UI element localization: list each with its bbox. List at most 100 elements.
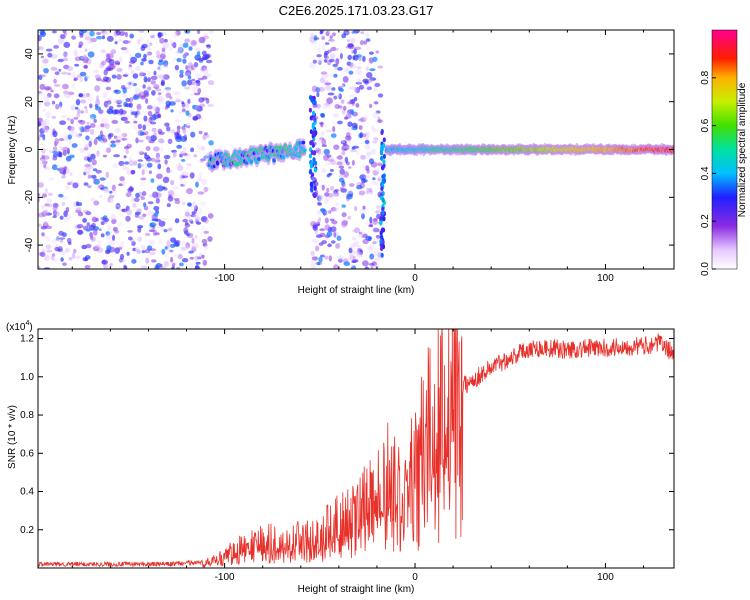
spectrogram-cell	[140, 181, 145, 186]
spectrogram-cell	[147, 210, 155, 216]
spectrogram-cell	[181, 108, 186, 113]
spectrogram-cell	[166, 126, 171, 132]
spectrogram-cell	[359, 231, 363, 235]
spectrogram-cell	[50, 53, 58, 60]
spectrogram-cell	[301, 140, 306, 145]
spectrogram-cell	[312, 224, 318, 231]
spectrogram-cell	[55, 211, 60, 217]
spectrogram-cell	[167, 138, 173, 144]
spectrogram-cell	[330, 226, 337, 233]
spectrogram-cell	[372, 137, 379, 142]
spectrogram-cell	[342, 184, 346, 190]
spectrogram-cell	[138, 139, 144, 143]
spectrogram-cell	[372, 111, 380, 119]
spectrogram-cell	[356, 66, 362, 70]
spectrogram-cell	[372, 227, 380, 233]
spectrogram-cell	[182, 146, 188, 151]
spectrogram-cell	[357, 233, 363, 238]
spectrogram-cell	[348, 253, 353, 261]
spectrogram-cell	[85, 243, 92, 249]
spectrogram-cell	[314, 245, 320, 252]
spectrogram-cell	[152, 113, 157, 121]
spectrogram-cell	[182, 54, 187, 59]
spectrogram-cell	[40, 55, 44, 59]
spectrogram-cell	[362, 55, 366, 63]
spectrogram-cell	[185, 38, 191, 42]
spectrogram-cell	[151, 129, 157, 133]
spectrogram-cell	[181, 171, 189, 176]
colorbar-tick-label: 0.0	[700, 262, 711, 276]
spectrogram-cell	[118, 183, 124, 186]
spectrogram-cell	[78, 133, 83, 137]
spectrogram-cell	[82, 92, 88, 99]
spectrogram-cell	[322, 79, 329, 84]
spectrogram-cell	[367, 247, 374, 253]
spectrogram-cell	[145, 98, 149, 104]
spectrogram-cell	[186, 188, 193, 195]
spectrogram-cell	[331, 240, 336, 244]
spectrogram-cell	[98, 109, 104, 114]
spectrogram-cell	[172, 41, 177, 49]
spectrogram-cell	[321, 44, 326, 50]
spectrogram-cell	[92, 168, 98, 172]
spectrogram-cell	[89, 235, 94, 240]
spectrogram-cell	[327, 92, 335, 96]
spectrogram-cell	[84, 108, 89, 114]
spectrogram-cell	[110, 49, 117, 54]
spectrogram-cell	[354, 227, 360, 234]
spectrogram-cell	[106, 100, 112, 105]
spectrogram-cell	[365, 38, 371, 42]
spectrogram-cell	[104, 249, 111, 255]
spectrogram-cell	[82, 218, 87, 223]
spectrogram-cell	[372, 56, 378, 62]
spectrogram-cell	[349, 62, 357, 69]
spectrogram-cell	[329, 186, 335, 191]
spectrogram-cell	[58, 193, 64, 198]
spectrogram-cell	[134, 213, 140, 218]
spectrogram-cell	[373, 136, 378, 141]
spectrogram-cell	[342, 145, 350, 149]
spectrogram-cell	[349, 183, 355, 187]
spectrogram-cell	[318, 58, 323, 64]
spectrogram-cell	[67, 134, 73, 140]
spectrogram-xlabel: Height of straight line (km)	[298, 285, 415, 296]
spectrogram-cell	[147, 226, 153, 230]
spectrogram-cell	[162, 74, 170, 80]
spectrogram-cell	[194, 255, 200, 261]
spectrogram-cell	[157, 100, 164, 105]
spectrogram-cell	[43, 254, 50, 262]
spectrogram-cell	[350, 38, 356, 44]
spectrogram-cell	[66, 214, 72, 220]
spectrogram-cell	[314, 130, 318, 136]
spectrogram-cell	[319, 30, 323, 35]
spectrogram-cell	[101, 259, 108, 265]
spectrogram-cell	[164, 159, 168, 165]
spectrogram-cell	[120, 85, 126, 90]
spectrogram-cell	[190, 205, 197, 211]
spectrogram-cell	[106, 67, 114, 71]
spectrogram-cell	[366, 246, 372, 250]
spectrogram-cell	[185, 153, 192, 161]
spectrogram-cell	[38, 34, 42, 42]
spectrogram-cell	[52, 150, 58, 154]
spectrogram-cell	[86, 222, 91, 227]
spectrogram-cell	[337, 120, 343, 125]
spectrogram-cell	[119, 213, 123, 217]
spectrogram-cell	[76, 224, 84, 229]
spectrogram-cell	[140, 95, 146, 100]
spectrogram-cell	[353, 54, 359, 61]
spectrogram-cell	[324, 224, 331, 231]
spectrogram-cell	[322, 104, 328, 109]
spectrogram-cell	[145, 257, 150, 264]
spectrogram-cell	[380, 252, 384, 258]
spectrogram-region-noise	[38, 30, 215, 269]
spectrogram-cell	[165, 92, 172, 99]
x-tick-label: 0	[412, 273, 418, 284]
spectrogram-cell	[364, 143, 371, 150]
spectrogram-cell	[187, 98, 191, 104]
spectrogram-cell	[358, 125, 363, 130]
spectrogram-cell	[86, 75, 91, 79]
spectrogram-cell	[365, 151, 372, 156]
spectrogram-cell	[168, 226, 174, 230]
